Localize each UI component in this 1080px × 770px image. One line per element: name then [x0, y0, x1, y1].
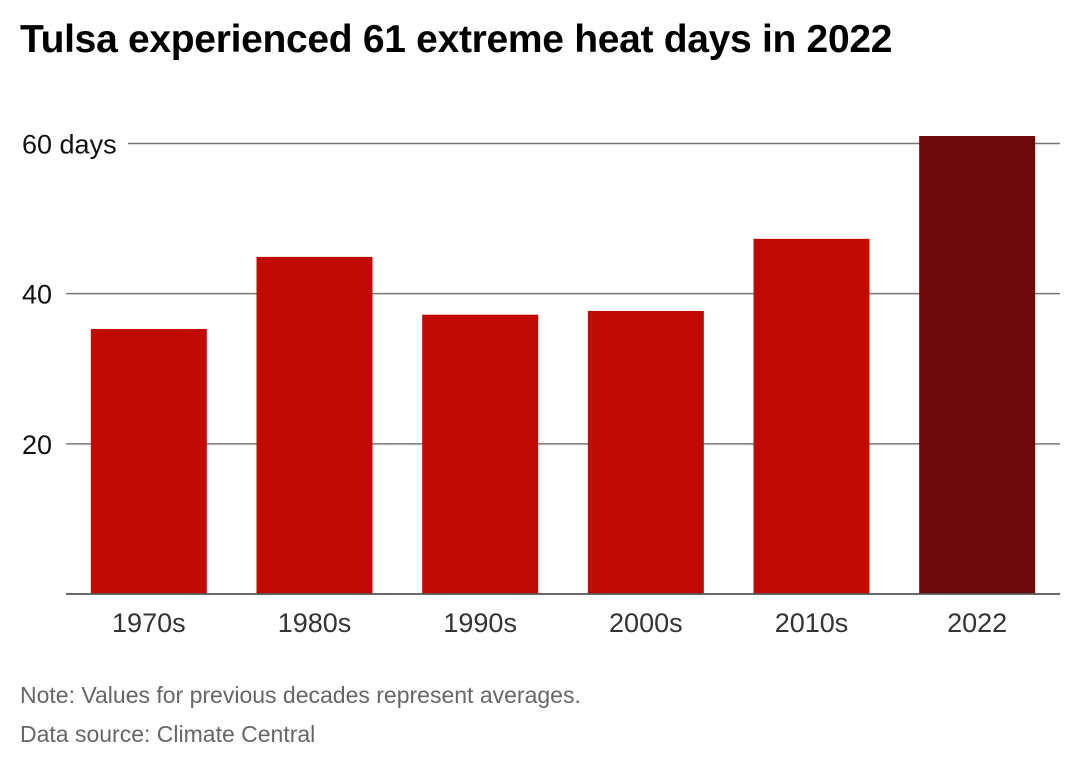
data-source: Data source: Climate Central [20, 721, 316, 747]
x-tick-labels: 1970s 1980s 1990s 2000s 2010s 2022 [112, 608, 1007, 638]
x-tick-label-2000s: 2000s [609, 608, 683, 638]
bar-1990s [422, 314, 539, 594]
chart-note: Note: Values for previous decades repres… [20, 682, 581, 708]
y-tick-label-40: 40 [22, 280, 52, 310]
bar-1970s [90, 328, 207, 594]
bar-2010s [753, 238, 870, 594]
bars [90, 136, 1036, 594]
y-tick-labels: 20 40 60 days [22, 130, 117, 460]
bar-2022 [919, 136, 1036, 594]
x-tick-label-1990s: 1990s [443, 608, 517, 638]
bar-1980s [256, 256, 373, 594]
bar-2000s [587, 310, 704, 594]
y-tick-label-60: 60 days [22, 130, 117, 160]
x-tick-label-2010s: 2010s [775, 608, 849, 638]
x-tick-label-2022: 2022 [947, 608, 1007, 638]
x-tick-label-1970s: 1970s [112, 608, 186, 638]
y-tick-label-20: 20 [22, 430, 52, 460]
chart-title: Tulsa experienced 61 extreme heat days i… [20, 18, 893, 61]
x-tick-label-1980s: 1980s [278, 608, 352, 638]
gridlines [66, 142, 1060, 445]
